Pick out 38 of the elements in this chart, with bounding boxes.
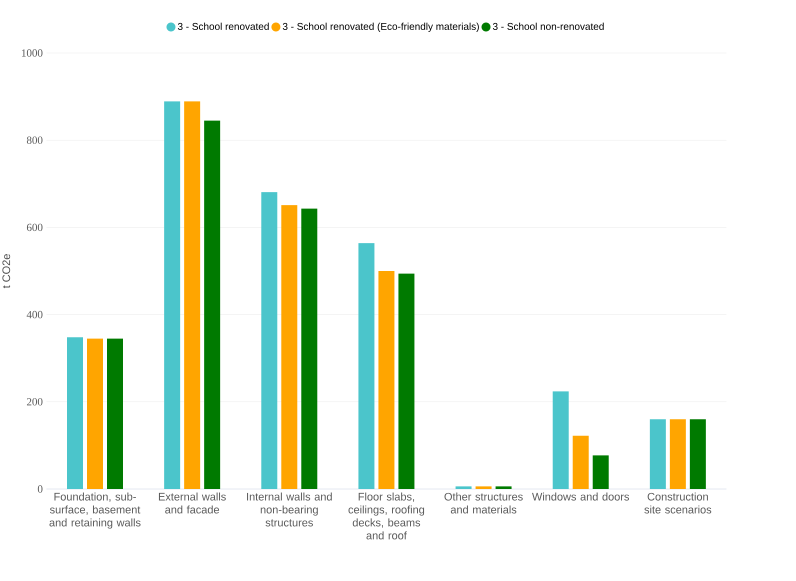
bar xyxy=(358,243,374,489)
x-tick-label: Foundation, sub-surface, basement and retaining walls xyxy=(49,492,141,529)
bar xyxy=(456,486,472,489)
bar xyxy=(301,208,318,489)
bar xyxy=(572,436,589,489)
bar xyxy=(67,337,83,489)
y-tick-label: 800 xyxy=(26,136,42,144)
bar xyxy=(552,391,569,489)
legend-label: 3 - School non-renovated xyxy=(492,22,604,30)
bar xyxy=(476,486,492,489)
bar xyxy=(164,101,180,489)
y-tick-label: 200 xyxy=(26,398,42,406)
bar xyxy=(281,205,298,489)
x-tick-label: Floor slabs, ceilings, roofing decks, beams and roof xyxy=(348,492,424,540)
y-tick-label: 0 xyxy=(38,485,42,493)
bar xyxy=(592,455,609,489)
x-tick-label: External walls and facade xyxy=(158,492,226,514)
legend-label: 3 - School renovated xyxy=(178,22,269,30)
bar xyxy=(204,120,220,489)
y-tick-label: 1000 xyxy=(22,49,42,57)
x-tick-label: Construction site scenarios xyxy=(644,492,712,514)
bar xyxy=(496,486,512,489)
y-axis-title: t CO2e xyxy=(2,254,10,288)
bar xyxy=(378,270,394,489)
y-tick-label: 400 xyxy=(26,310,42,318)
bar xyxy=(690,419,706,489)
x-tick-label: Other structures and materials xyxy=(444,492,523,514)
bar xyxy=(87,338,103,489)
bar xyxy=(670,419,686,489)
bar xyxy=(184,101,200,489)
bar xyxy=(398,274,414,489)
bar xyxy=(650,419,666,489)
x-tick-label: Internal walls and non-bearing structures xyxy=(247,492,332,526)
y-tick-label: 600 xyxy=(26,224,42,232)
bar xyxy=(107,338,123,489)
bar xyxy=(261,192,278,489)
x-tick-label: Windows and doors xyxy=(532,492,630,501)
legend-label: 3 - School renovated (Eco-friendly materials) xyxy=(282,22,479,32)
